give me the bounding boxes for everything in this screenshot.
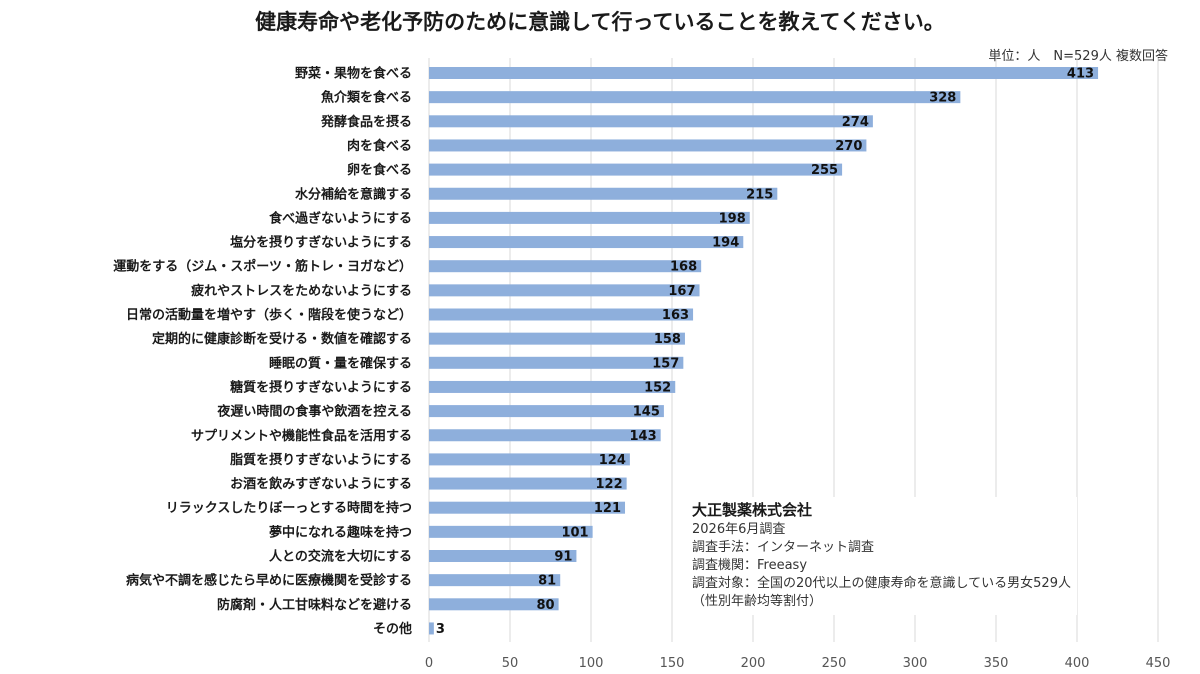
category-label: 肉を食べる [347, 138, 412, 154]
category-label: お酒を飲みすぎないようにする [230, 476, 412, 492]
bar [429, 91, 961, 104]
category-label: 卵を食べる [347, 162, 412, 178]
bar [429, 477, 627, 490]
data-label: 168 [670, 260, 697, 275]
category-label: 塩分を摂りすぎないようにする [230, 235, 412, 251]
x-tick-label: 250 [822, 656, 847, 671]
data-label: 413 [1067, 67, 1094, 82]
category-label: 糖質を摂りすぎないようにする [230, 379, 412, 395]
x-tick-label: 150 [660, 656, 685, 671]
bar [429, 598, 559, 611]
source-line: 調査手法：インターネット調査 [692, 540, 875, 555]
x-tick-label: 350 [984, 656, 1009, 671]
bar [429, 163, 843, 176]
category-label: 食べ過ぎないようにする [269, 210, 412, 226]
bar [429, 260, 702, 273]
bar [429, 211, 750, 224]
category-label: 魚介類を食べる [321, 90, 412, 106]
data-label: 270 [835, 139, 862, 154]
bar [429, 525, 593, 538]
category-label: 防腐剤・人工甘味料などを避ける [217, 597, 412, 613]
category-labels: 野菜・果物を食べる魚介類を食べる発酵食品を摂る肉を食べる卵を食べる水分補給を意識… [113, 66, 412, 637]
bar [429, 405, 664, 418]
bar [429, 332, 685, 345]
category-label: 水分補給を意識する [295, 186, 412, 202]
x-tick-label: 450 [1146, 656, 1171, 671]
x-tick-label: 300 [903, 656, 928, 671]
category-label: サプリメントや機能性食品を活用する [191, 428, 412, 444]
source-company: 大正製薬株式会社 [692, 501, 813, 519]
data-label: 328 [929, 91, 956, 106]
data-label: 124 [599, 453, 626, 468]
data-label: 158 [654, 332, 681, 347]
x-axis-ticks: 0 50 100 150 200 250 300 350 400 450 [425, 656, 1171, 671]
category-label: 病気や不調を感じたら早めに医療機関を受診する [126, 573, 412, 589]
bar [429, 550, 577, 562]
source-line: 調査対象：全国の20代以上の健康寿命を意識している男女529人 [692, 576, 1071, 591]
category-label: リラックスしたりぼーっとする時間を持つ [166, 500, 412, 516]
data-label: 121 [594, 501, 621, 516]
x-tick-label: 200 [741, 656, 766, 671]
bar [429, 187, 778, 200]
data-label: 163 [662, 308, 689, 323]
category-label: 人との交流を大切にする [269, 549, 412, 565]
data-label: 194 [712, 236, 739, 251]
data-label: 167 [668, 284, 695, 299]
x-tick-label: 100 [579, 656, 604, 671]
data-label: 215 [746, 187, 773, 202]
bar [429, 236, 744, 249]
category-label: その他 [373, 621, 412, 637]
bar [429, 356, 684, 369]
unit-note: 単位：人 N=529人 複数回答 [988, 49, 1168, 64]
data-label: 198 [719, 211, 746, 226]
bar [429, 574, 561, 587]
source-line: 調査機関：Freeasy [692, 558, 808, 573]
data-label: 101 [561, 525, 588, 540]
bar [429, 284, 700, 297]
data-label: 81 [538, 574, 556, 589]
bar [429, 501, 626, 514]
bar [429, 67, 1099, 79]
category-label: 睡眠の質・量を確保する [269, 355, 412, 371]
category-label: 運動をする（ジム・スポーツ・筋トレ・ヨガなど） [113, 259, 412, 275]
category-label: 定期的に健康診断を受ける・数値を確認する [151, 331, 412, 347]
data-label: 255 [811, 163, 838, 178]
data-label: 274 [842, 115, 869, 130]
chart-title: 健康寿命や老化予防のために意識して行っていることを教えてください。 [255, 10, 945, 34]
data-label: 152 [644, 380, 671, 395]
bars [429, 67, 1099, 635]
data-label: 143 [630, 429, 657, 444]
category-label: 野菜・果物を食べる [295, 66, 412, 82]
data-label: 122 [595, 477, 622, 492]
x-tick-label: 400 [1065, 656, 1090, 671]
data-label: 157 [652, 356, 679, 371]
source-line: （性別年齢均等割付） [692, 594, 823, 609]
category-label: 夜遅い時間の食事や飲酒を控える [216, 404, 412, 420]
category-label: 疲れやストレスをためないようにする [191, 283, 412, 299]
data-label: 3 [436, 622, 445, 637]
data-label: 80 [537, 598, 555, 613]
bar [429, 429, 661, 442]
category-label: 脂質を摂りすぎないようにする [229, 452, 412, 468]
category-label: 日常の活動量を増やす（歩く・階段を使うなど） [126, 307, 412, 323]
x-tick-label: 0 [425, 656, 433, 671]
source-line: 2026年6月調査 [692, 522, 786, 537]
category-label: 発酵食品を摂る [320, 114, 412, 130]
bar [429, 139, 867, 152]
bar [429, 115, 873, 128]
x-tick-label: 50 [502, 656, 519, 671]
bar [429, 308, 694, 321]
data-label: 145 [633, 405, 660, 420]
category-label: 夢中になれる趣味を持つ [269, 524, 412, 540]
bar [429, 622, 434, 635]
source-info-box: 大正製薬株式会社 2026年6月調査 調査手法：インターネット調査 調査機関：F… [688, 497, 1077, 615]
bar [429, 453, 630, 466]
data-label: 91 [554, 550, 572, 565]
bar [429, 380, 676, 393]
